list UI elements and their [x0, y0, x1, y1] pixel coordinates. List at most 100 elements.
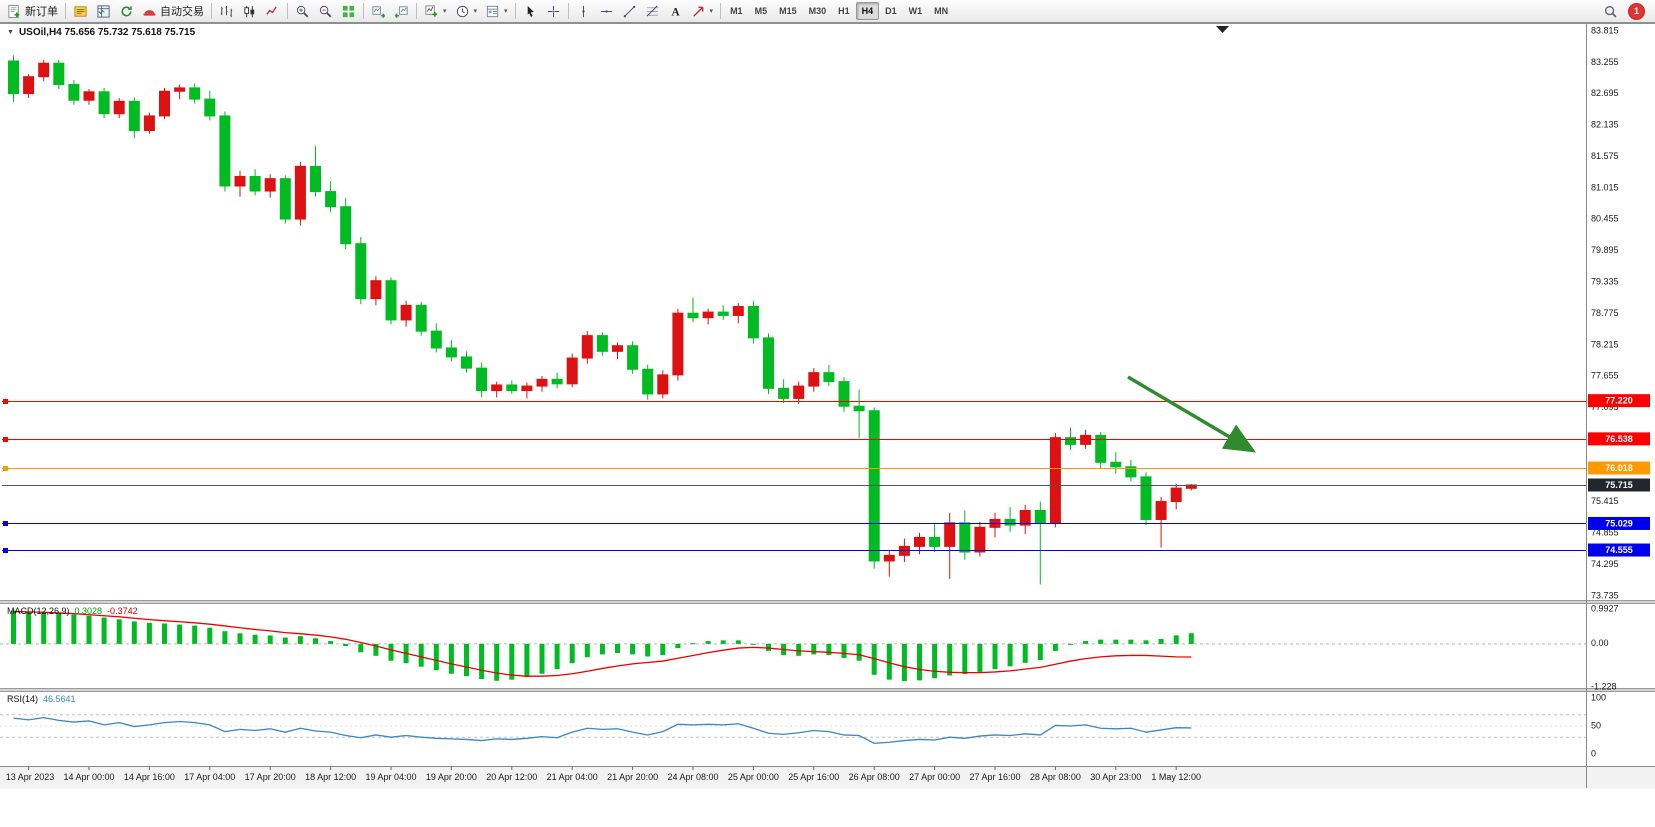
macd-bar — [1007, 643, 1013, 667]
macd-bar — [1143, 640, 1149, 644]
candle — [445, 347, 457, 358]
candle — [672, 312, 684, 376]
metaeditor-button[interactable] — [69, 1, 92, 21]
horizontal-line-button[interactable] — [595, 1, 618, 21]
candle — [1125, 466, 1137, 478]
pane-separator[interactable] — [0, 688, 1655, 692]
macd-bar — [26, 611, 32, 644]
timeframe-button-M5[interactable]: M5 — [749, 2, 774, 20]
macd-bar — [207, 627, 213, 644]
candle — [476, 367, 488, 392]
macd-bar — [1098, 639, 1104, 644]
macd-bar — [705, 641, 711, 644]
timeframe-button-D1[interactable]: D1 — [879, 2, 903, 20]
candle — [159, 90, 170, 117]
hline-price-label-text: 74.555 — [1605, 545, 1633, 555]
macd-bar — [343, 643, 349, 646]
candle — [128, 100, 140, 131]
candle — [1049, 437, 1061, 524]
macd-bar — [947, 643, 953, 676]
macd-name: MACD(12,26,9) — [7, 606, 70, 616]
bar-chart-button[interactable] — [215, 1, 238, 21]
cursor-icon — [523, 4, 538, 19]
timeframe-button-M30[interactable]: M30 — [803, 2, 833, 20]
chevron-down-icon: ▾ — [709, 8, 714, 15]
price-tick-label: 81.575 — [1591, 151, 1619, 161]
macd-bar — [1173, 635, 1179, 644]
indicators-button[interactable]: ▾ — [420, 1, 451, 21]
price-tick-label: 73.735 — [1591, 590, 1619, 600]
new-order-button[interactable]: 新订单 — [3, 1, 62, 21]
autotrading-icon — [142, 4, 157, 19]
macd-bar — [11, 610, 16, 644]
zoom-in-button[interactable] — [291, 1, 314, 21]
vertical-line-button[interactable] — [572, 1, 595, 21]
trend-arrow[interactable] — [1127, 375, 1257, 453]
pane-separator[interactable] — [0, 600, 1655, 604]
timeframe-button-MN[interactable]: MN — [928, 2, 954, 20]
time-tick-label: 19 Apr 20:00 — [426, 772, 477, 782]
periods-button[interactable]: ▾ — [451, 1, 482, 21]
trendline-button[interactable] — [618, 1, 641, 21]
candlestick-chart-button[interactable] — [238, 1, 261, 21]
timeframe-button-M15[interactable]: M15 — [773, 2, 803, 20]
price-tick-label: 82.695 — [1591, 88, 1619, 98]
new-order-icon — [7, 4, 22, 19]
autotrading-button[interactable]: 自动交易 — [138, 1, 208, 21]
timeframe-button-H4[interactable]: H4 — [855, 2, 880, 20]
chart-shift-marker[interactable] — [1216, 26, 1229, 33]
macd-bar — [630, 643, 636, 655]
market-watch-button[interactable] — [92, 1, 115, 21]
timeframe-button-H1[interactable]: H1 — [832, 2, 856, 20]
candle — [189, 87, 201, 100]
macd-bar — [358, 643, 364, 653]
fibonacci-button[interactable] — [641, 1, 664, 21]
one-click-trading-toggle[interactable]: ▼ — [7, 29, 14, 36]
crosshair-button[interactable] — [542, 1, 565, 21]
arrows-button[interactable]: ▾ — [687, 1, 718, 21]
timeframe-button-W1[interactable]: W1 — [903, 2, 929, 20]
macd-bar — [509, 643, 515, 680]
candle — [1019, 510, 1031, 526]
macd-bar — [222, 631, 228, 644]
candle — [1095, 434, 1107, 463]
refresh-button[interactable] — [115, 1, 138, 21]
timeframe-button-M1[interactable]: M1 — [724, 2, 749, 20]
macd-bar — [267, 635, 273, 644]
hline-handle[interactable] — [3, 399, 8, 404]
cursor-button[interactable] — [519, 1, 542, 21]
text-button[interactable]: A — [664, 1, 687, 21]
time-tick-label: 27 Apr 16:00 — [969, 772, 1020, 782]
macd-scale-label: 0.9927 — [1591, 603, 1619, 613]
candle — [566, 357, 578, 385]
candle — [974, 526, 986, 553]
price-tick-label: 83.815 — [1591, 25, 1619, 35]
search-button[interactable] — [1599, 1, 1622, 21]
macd-bar — [177, 624, 183, 644]
vline-icon — [576, 4, 591, 19]
auto-scroll-button[interactable] — [367, 1, 390, 21]
macd-bar — [569, 643, 575, 664]
templates-button[interactable]: ▾ — [481, 1, 512, 21]
line-chart-button[interactable] — [261, 1, 284, 21]
macd-bar — [1037, 643, 1043, 661]
candle — [612, 345, 623, 352]
candle — [143, 115, 155, 131]
hline-handle[interactable] — [3, 437, 8, 442]
chart-shift-button[interactable] — [390, 1, 413, 21]
rsi-pane: 100 50 0 — [0, 692, 1606, 758]
tile-windows-button[interactable] — [337, 1, 360, 21]
hline-handle[interactable] — [3, 466, 8, 471]
notification-badge[interactable]: 1 — [1629, 3, 1644, 19]
linechart-icon — [265, 4, 280, 19]
macd-scale-label: 0.00 — [1591, 638, 1609, 648]
candle — [204, 98, 216, 117]
macd-bar — [841, 643, 847, 658]
zoom-out-icon — [318, 4, 333, 19]
price-tick-label: 79.895 — [1591, 245, 1619, 255]
hline-handle[interactable] — [3, 521, 8, 526]
zoom-out-button[interactable] — [314, 1, 337, 21]
hline-handle[interactable] — [3, 548, 8, 553]
macd-bar — [856, 643, 862, 661]
candle — [1110, 461, 1122, 468]
